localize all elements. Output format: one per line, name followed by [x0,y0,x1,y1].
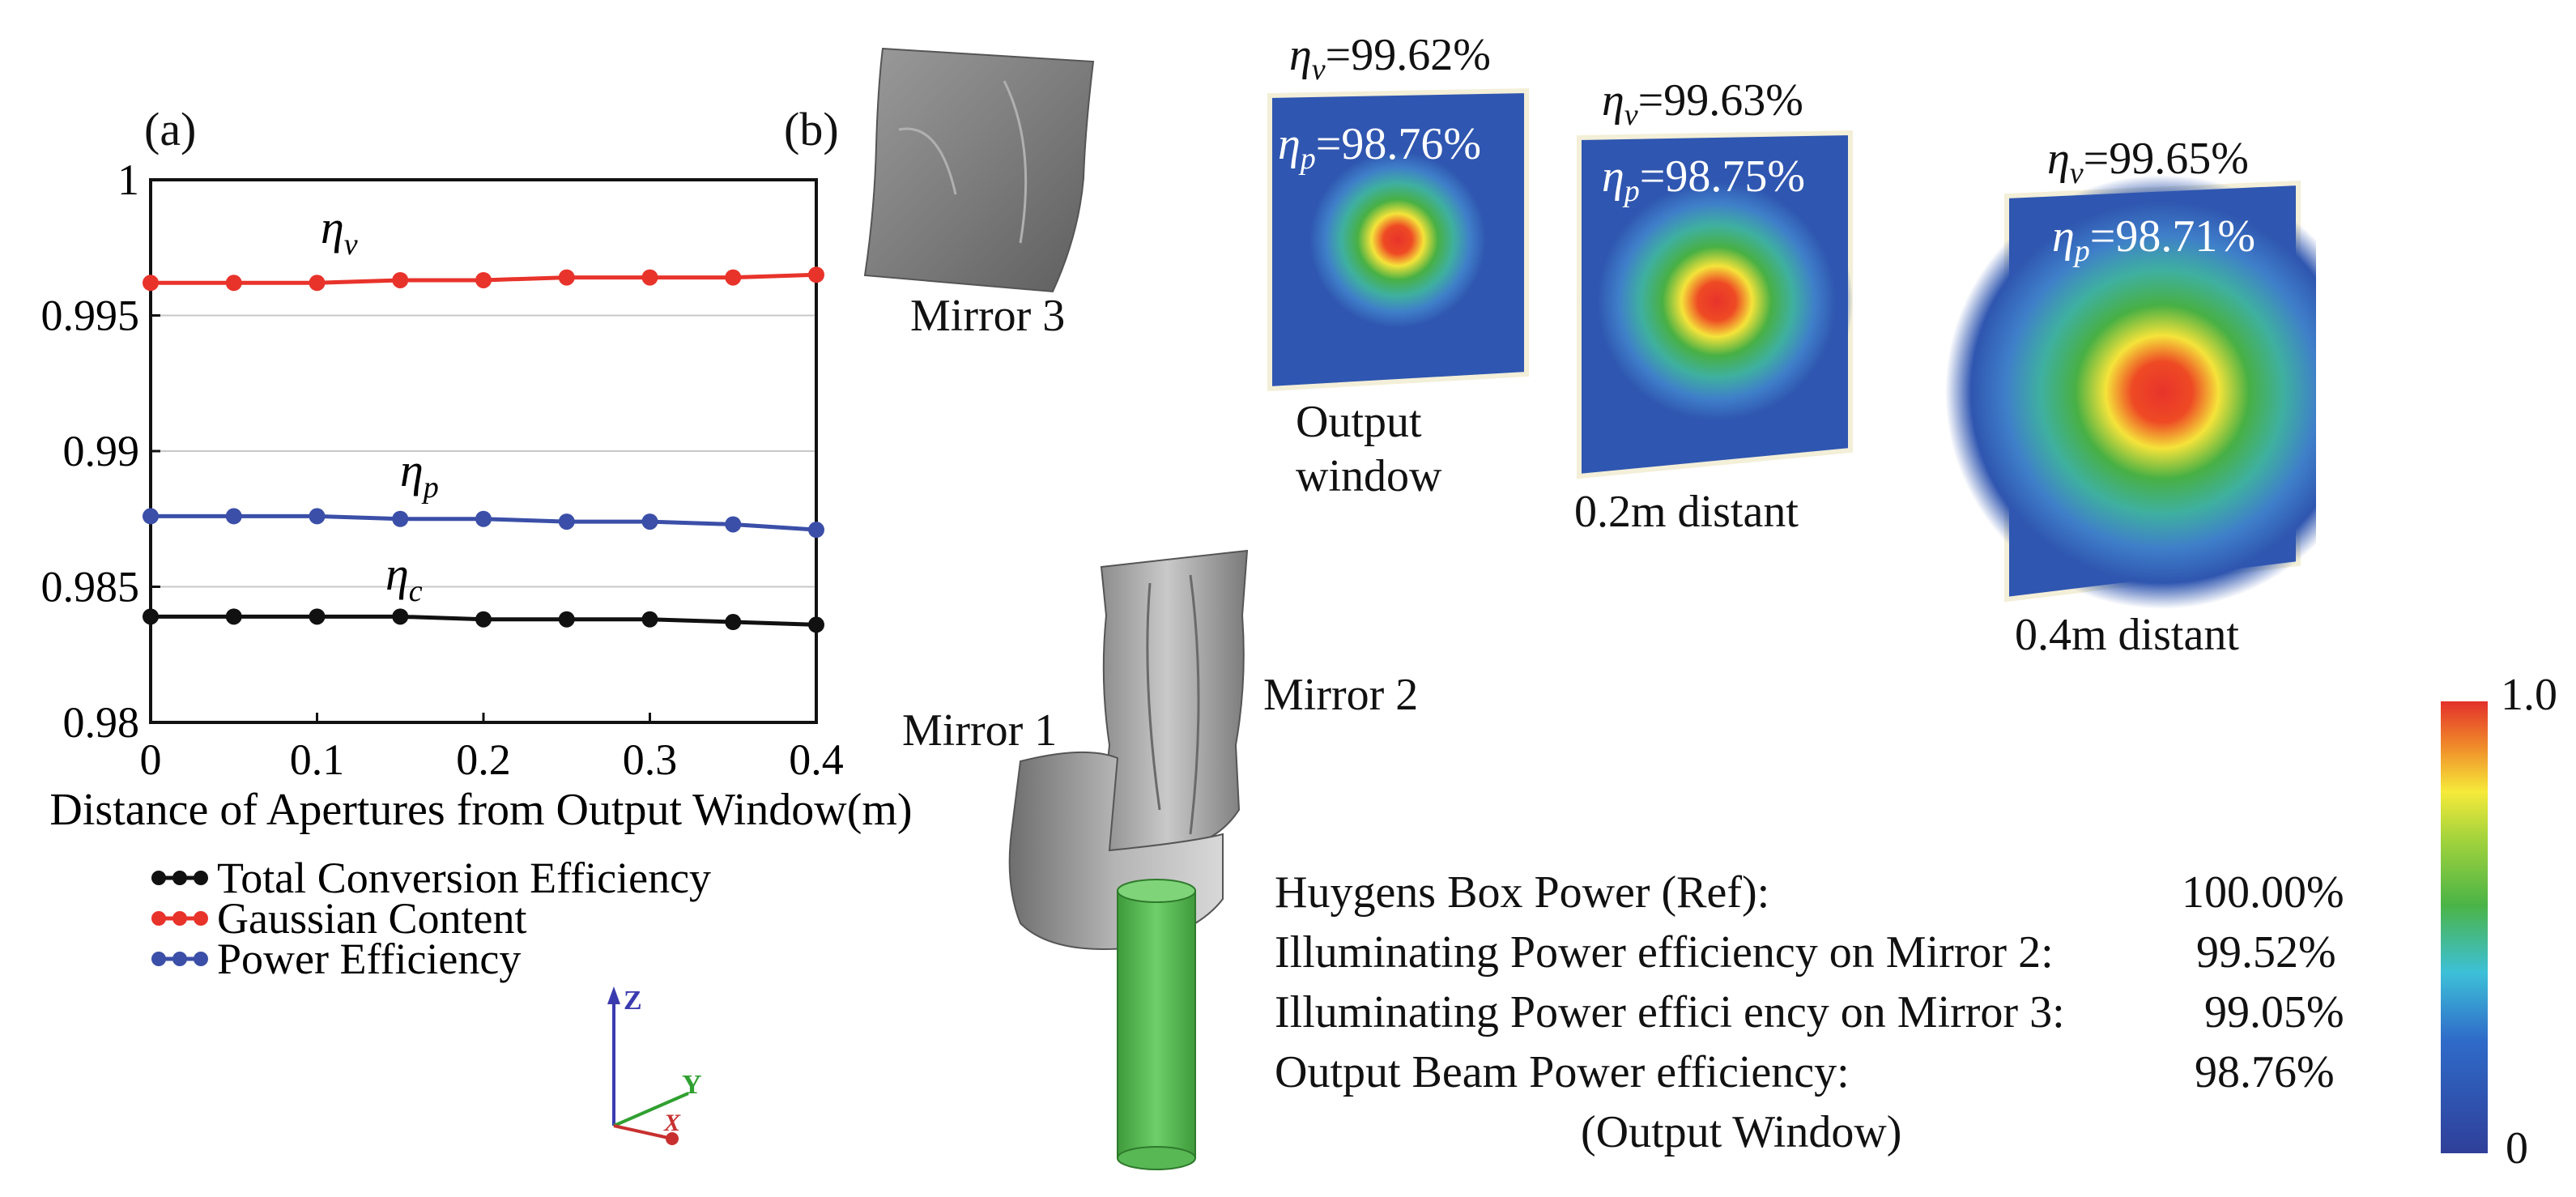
chart-ticks: 0.98 0.985 0.99 0.995 1 0 0.1 0.2 0.3 0.4 [41,155,844,784]
data-point [392,510,409,527]
legend-label: Power Efficiency [217,935,521,983]
data-point [143,275,159,292]
mirror3-label: Mirror 3 [910,291,1066,341]
z-axis-label: Z [624,986,642,1016]
data-point [725,614,742,631]
x-tick-label: 0.1 [290,735,345,784]
legend-label: Gaussian Content [217,894,526,943]
power-value-output-beam: 98.76% [2195,1047,2335,1097]
data-point [725,516,742,533]
power-table-note: (Output Window) [1581,1107,1902,1157]
data-point [143,508,159,525]
data-point [641,513,658,530]
z-arrow-head [607,986,620,1004]
colorbar-gradient [2441,701,2488,1153]
mirror3-surface [863,47,1095,293]
mirror2-ridges [1146,574,1200,835]
data-point [641,269,658,286]
panel-label-b: (b) [784,103,839,155]
series-annotation: ηc [385,547,423,608]
power-value-huygens: 100.00% [2182,867,2344,918]
eta-p-0-2m: ηp=98.75% [1602,151,1806,208]
x-axis-arrow [613,1124,673,1140]
data-point [475,510,492,527]
eta-v-output-window: ηv=99.62% [1289,30,1491,87]
data-point [225,608,242,625]
data-point [558,269,575,286]
mirror-geometry [863,47,1249,1170]
panel-label-a: (a) [144,103,197,155]
series-annotation: ηv [321,201,358,262]
data-point [641,611,658,628]
power-label-output-beam: Output Beam Power efficiency: [1275,1047,1850,1097]
caption-0-2m: 0.2m distant [1574,487,1799,537]
data-point [808,522,824,539]
x-axis-label: Distance of Apertures from Output Window… [49,785,912,835]
power-label-mirror3: Illuminating Power effici ency on Mirror… [1275,987,2065,1037]
data-point [143,608,159,625]
power-value-mirror3: 99.05% [2204,987,2344,1037]
chart-annotations: ηc ηv ηp [321,201,439,608]
x-axis-label-triad: X [663,1110,681,1136]
data-point [309,275,326,292]
y-tick-label: 0.99 [63,427,140,475]
y-axis-label: Y [682,1070,702,1100]
x-tick-label: 0.3 [623,735,678,784]
colorbar-min-label: 0 [2506,1123,2528,1174]
beam-cylinder-bottom [1117,1146,1196,1170]
eta-p-output-window: ηp=98.76% [1278,119,1482,176]
mirror2-label: Mirror 2 [1263,670,1419,720]
data-point [309,608,326,625]
data-point [558,513,575,530]
beam-cylinder-top [1117,879,1196,903]
x-tick-label: 0.4 [789,735,844,784]
data-point [558,611,575,628]
y-tick-label: 0.985 [41,563,140,611]
eta-v-0-2m: ηv=99.63% [1602,75,1803,132]
eta-v-0-4m: ηv=99.65% [2047,134,2249,190]
beam-spot-output-window [1297,139,1498,340]
colorbar-max-label: 1.0 [2501,670,2557,720]
colorbar [2441,701,2488,1153]
axes-triad: Z Y X [607,986,702,1145]
y-tick-label: 0.98 [63,698,140,747]
caption-0-4m: 0.4m distant [2015,610,2239,660]
data-point [225,275,242,292]
eta-p-0-4m: ηp=98.71% [2052,211,2256,268]
data-point [392,608,409,625]
x-tick-label: 0 [140,735,162,784]
data-point [392,271,409,288]
series-annotation: ηp [400,444,439,505]
beam-cylinder [1117,890,1196,1159]
x-tick-label: 0.2 [456,735,511,784]
data-point [808,616,824,633]
y-axis-arrow [613,1092,689,1127]
mirror1-label: Mirror 1 [902,705,1058,756]
data-point [725,269,742,286]
data-point [475,611,492,628]
caption-output-window: Output window [1296,397,1442,502]
power-label-huygens: Huygens Box Power (Ref): [1275,867,1770,918]
beam-spot-0-2m [1581,165,1853,437]
data-point [475,271,492,288]
power-label-mirror2: Illuminating Power efficiency on Mirror … [1275,927,2054,978]
data-point [225,508,242,525]
y-tick-label: 1 [117,155,139,204]
y-tick-label: 0.995 [41,292,140,340]
chart-grid [151,314,816,588]
mirror3-ridges [898,80,1028,244]
chart-series [143,266,824,633]
data-point [309,508,326,525]
mirror2-surface [1100,549,1249,852]
beam-patterns [1267,87,2316,609]
beam-spot-0-4m [1945,175,2316,609]
legend-label: Total Conversion Efficiency [217,854,711,902]
x-arrow-head [666,1132,679,1145]
data-point [808,266,824,283]
power-value-mirror2: 99.52% [2196,927,2336,978]
